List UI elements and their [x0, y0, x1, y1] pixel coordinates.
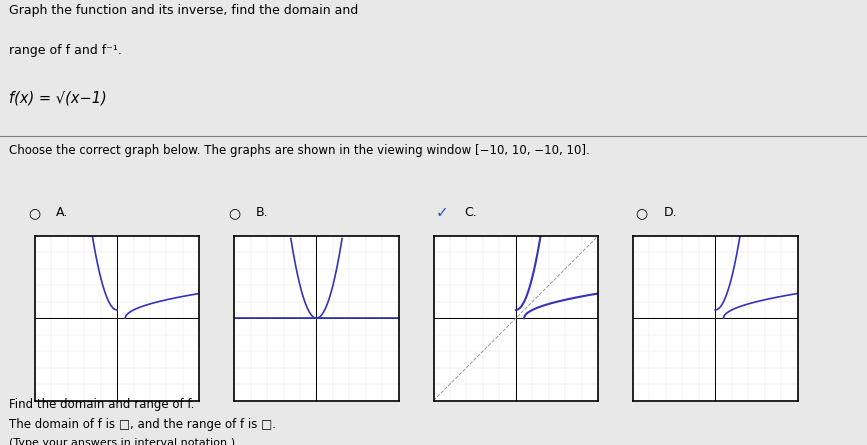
Text: The domain of f is □, and the range of f is □.: The domain of f is □, and the range of f… — [9, 418, 276, 431]
Text: f(x) = √(x−1): f(x) = √(x−1) — [9, 90, 107, 105]
Text: ○: ○ — [228, 206, 240, 220]
Text: Graph the function and its inverse, find the domain and: Graph the function and its inverse, find… — [9, 4, 358, 17]
Text: A.: A. — [56, 206, 68, 219]
Text: range of f and f⁻¹.: range of f and f⁻¹. — [9, 44, 121, 57]
Text: C.: C. — [464, 206, 477, 219]
Text: D.: D. — [663, 206, 677, 219]
Text: ○: ○ — [29, 206, 41, 220]
Text: Choose the correct graph below. The graphs are shown in the viewing window [−10,: Choose the correct graph below. The grap… — [9, 144, 590, 157]
Text: ✓: ✓ — [436, 205, 448, 220]
Text: ○: ○ — [636, 206, 648, 220]
Text: (Type your answers in interval notation.): (Type your answers in interval notation.… — [9, 438, 235, 445]
Text: Find the domain and range of f.: Find the domain and range of f. — [9, 399, 194, 412]
Text: B.: B. — [256, 206, 269, 219]
